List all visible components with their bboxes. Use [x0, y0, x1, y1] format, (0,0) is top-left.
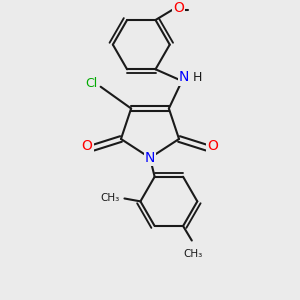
- Text: CH₃: CH₃: [100, 194, 119, 203]
- Text: CH₃: CH₃: [184, 249, 203, 259]
- Text: O: O: [208, 139, 218, 153]
- Text: O: O: [82, 139, 92, 153]
- Text: N: N: [179, 70, 189, 84]
- Text: Cl: Cl: [85, 77, 98, 90]
- Text: H: H: [193, 71, 203, 84]
- Text: N: N: [145, 151, 155, 165]
- Text: O: O: [173, 2, 184, 15]
